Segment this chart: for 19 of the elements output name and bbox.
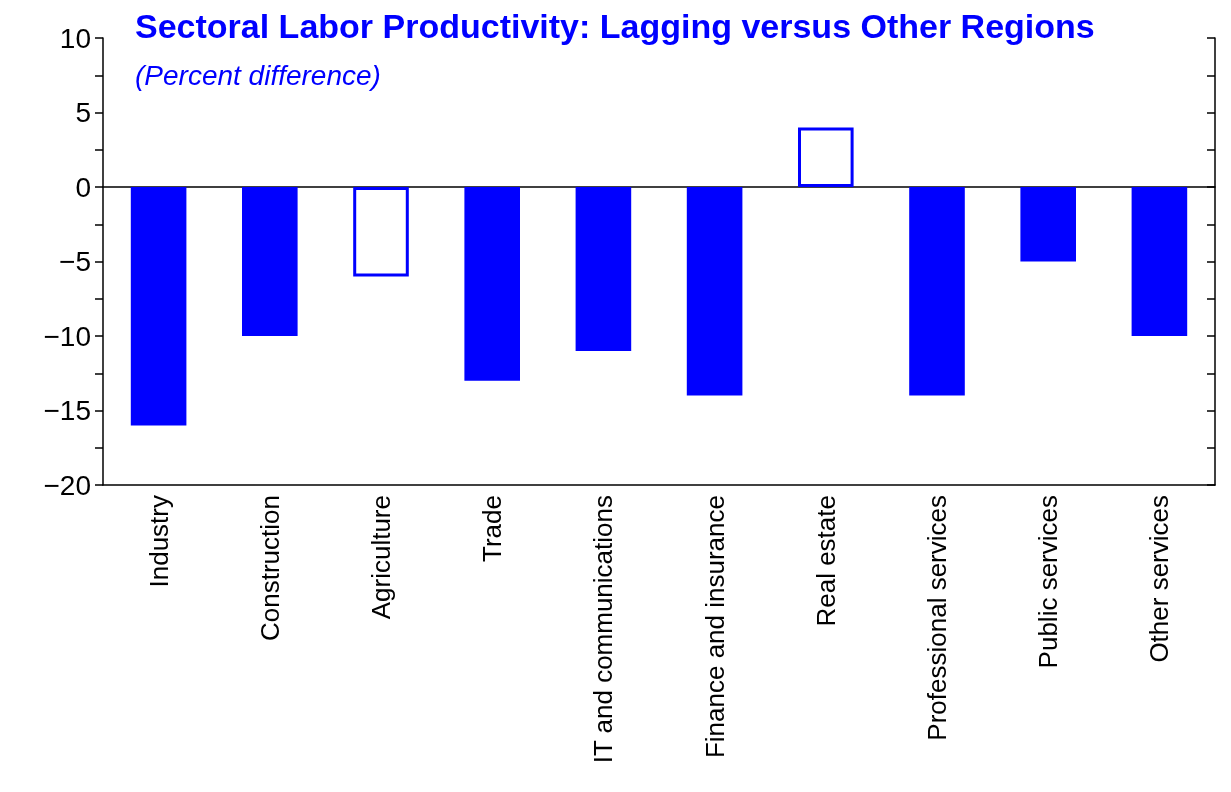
x-tick-label: Professional services [922, 495, 952, 741]
y-tick-label: −15 [43, 395, 91, 426]
x-tick-label: Trade [477, 495, 508, 562]
y-tick-label: 0 [75, 171, 91, 203]
x-tick-label: Public services [1033, 495, 1064, 669]
text: (Percent difference) [135, 59, 381, 91]
x-tick-label: Industry [143, 495, 174, 588]
x-tick-label: Finance and insurance [699, 495, 730, 759]
y-tick-label: 5 [75, 97, 91, 128]
y-tick-label: 10 [59, 22, 91, 54]
x-tick-label: IT and communications [588, 495, 619, 764]
y-tick-label: −5 [59, 246, 91, 277]
x-tick-label: Real estate [810, 495, 841, 627]
y-tick-label: −20 [43, 469, 91, 501]
x-tick-label: Agriculture [366, 495, 396, 620]
x-tick-label: Other services [1144, 495, 1175, 663]
chart-title: Sectoral Labor Productivity: Lagging versus Other Regions [135, 7, 1095, 45]
x-tick-label: Construction [254, 495, 285, 641]
y-tick-label: −10 [43, 320, 91, 352]
